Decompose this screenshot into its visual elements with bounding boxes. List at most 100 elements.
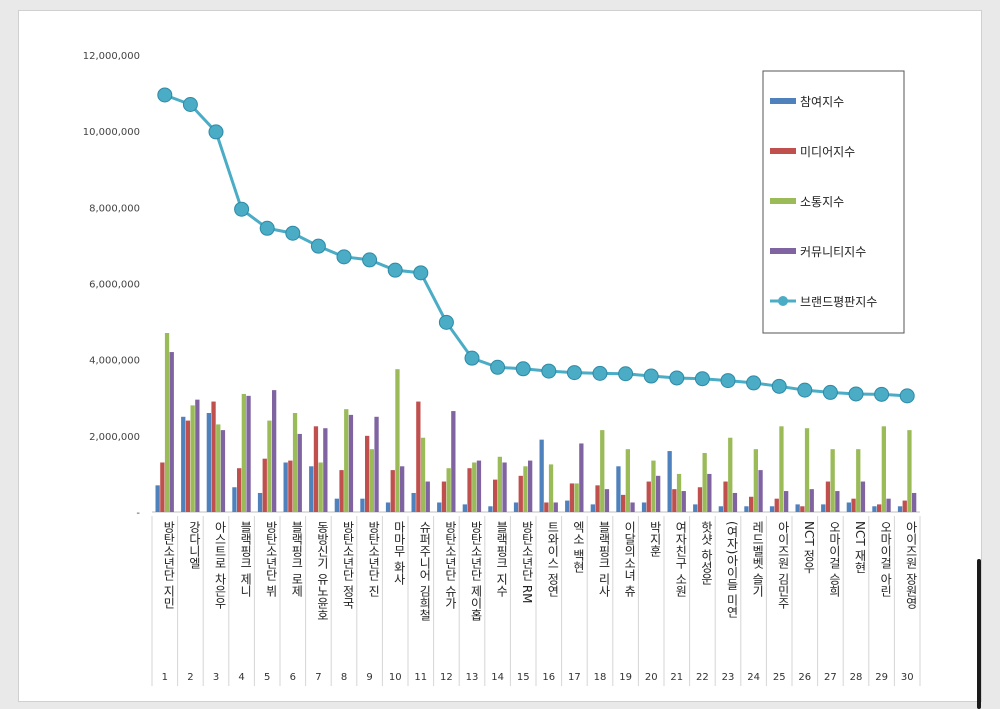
bar-4-13	[476, 460, 482, 512]
line-point-9	[362, 252, 378, 268]
x-rank-label: 6	[290, 672, 296, 683]
x-rank-label: 14	[491, 672, 504, 683]
bar-3-11	[420, 437, 426, 512]
bar-3-18	[600, 430, 605, 512]
x-rank-label: 12	[440, 672, 453, 683]
bar-2-26	[800, 506, 805, 512]
bar-3-3	[216, 424, 221, 512]
bar-2-14	[493, 479, 498, 512]
x-rank-label: 28	[850, 672, 863, 683]
x-category-label: 방탄소년단 지민	[162, 521, 176, 609]
bar-1-19	[616, 466, 621, 512]
line-series-group	[157, 87, 915, 404]
bar-2-21	[672, 489, 677, 512]
legend-label: 커뮤니티지수	[800, 245, 866, 259]
bar-4-30	[912, 492, 917, 512]
y-tick-label: 4,000,000	[89, 356, 140, 367]
x-rank-label: 1	[162, 672, 168, 683]
x-category-label: 레드벨벳 슬기	[751, 521, 765, 597]
line-point-25	[771, 378, 787, 394]
bar-1-24	[744, 506, 749, 512]
line-point-17	[566, 365, 582, 381]
x-rank-label: 26	[798, 672, 811, 683]
bar-1-18	[590, 504, 595, 512]
bar-1-21	[667, 451, 672, 512]
x-category-label: 방탄소년단 RM	[520, 521, 534, 604]
bar-1-10	[385, 502, 391, 512]
bar-2-5	[262, 458, 267, 512]
line-point-8	[336, 249, 352, 265]
scrollbar-thumb[interactable]	[977, 559, 981, 709]
bar-1-30	[897, 506, 903, 512]
line-point-24	[746, 375, 762, 391]
bar-2-27	[825, 481, 831, 512]
bar-series-group	[155, 333, 917, 512]
bar-1-3	[206, 412, 211, 512]
x-category-label: 방탄소년단 슈가	[443, 521, 457, 609]
line-point-1	[157, 87, 173, 103]
bar-4-26	[809, 489, 814, 512]
bar-1-8	[334, 498, 339, 512]
bar-1-14	[488, 506, 493, 512]
line-point-2	[182, 97, 198, 113]
x-category-label: 아스트로 차은우	[213, 521, 227, 609]
x-rank-label: 7	[315, 672, 321, 683]
bar-4-12	[451, 411, 456, 512]
x-rank-label: 29	[875, 672, 888, 683]
bar-1-13	[462, 504, 467, 512]
legend-label: 참여지수	[800, 95, 844, 109]
x-category-label: 여자친구 소원	[674, 521, 688, 597]
line-point-18	[592, 365, 608, 381]
line-point-3	[208, 124, 224, 140]
bar-4-17	[579, 443, 584, 512]
bar-3-30	[907, 430, 912, 512]
bar-3-9	[369, 449, 374, 512]
x-category-label: 오마이걸 아린	[879, 521, 893, 597]
bar-4-16	[553, 502, 558, 512]
x-rank-label: 19	[619, 672, 632, 683]
line-point-14	[490, 359, 506, 375]
bar-4-22	[707, 473, 712, 512]
bar-3-8	[344, 409, 349, 512]
x-rank-label: 17	[568, 672, 581, 683]
bar-2-2	[185, 420, 191, 512]
bar-4-28	[860, 481, 866, 512]
x-category-label: 블랙핑크 제니	[239, 521, 253, 597]
bar-1-23	[718, 506, 723, 512]
bar-3-2	[190, 405, 195, 512]
y-tick-label: -	[136, 508, 140, 519]
x-rank-label: 2	[187, 672, 193, 683]
bar-1-22	[693, 504, 698, 512]
bar-2-15	[518, 475, 523, 512]
bar-3-13	[472, 462, 477, 512]
bar-1-9	[360, 498, 365, 512]
legend-label: 미디어지수	[800, 145, 855, 159]
x-category-label: NCT 정우	[802, 521, 816, 574]
bar-3-27	[830, 449, 835, 512]
y-tick-label: 2,000,000	[89, 432, 140, 443]
x-rank-label: 8	[341, 672, 347, 683]
line-point-12	[438, 314, 454, 330]
x-rank-label: 27	[824, 672, 837, 683]
bar-4-10	[400, 466, 405, 512]
legend-marker	[778, 296, 788, 306]
bar-4-25	[784, 491, 789, 512]
bar-3-19	[625, 449, 630, 512]
bar-2-25	[774, 498, 779, 512]
bar-4-5	[272, 390, 277, 512]
line-point-13	[464, 350, 480, 366]
legend-swatch	[770, 98, 796, 104]
bar-1-16	[539, 439, 544, 512]
x-category-label: 핫샷 하성운	[699, 521, 713, 585]
bar-2-8	[339, 470, 344, 512]
x-axis: 방탄소년단 지민 1 강다니엘 2 아스트로 차은우 3 블랙핑크 제니 4 방탄소년단 뷔 5 블…	[151, 516, 921, 686]
x-rank-label: 11	[414, 672, 427, 683]
bar-3-21	[676, 473, 682, 512]
x-category-label: 방탄소년단 진	[367, 521, 381, 597]
y-tick-label: 6,000,000	[89, 280, 140, 291]
bar-1-26	[795, 504, 800, 512]
x-category-label: 블랙핑크 로제	[290, 521, 304, 597]
line-point-28	[848, 386, 864, 402]
bar-3-17	[574, 483, 579, 512]
